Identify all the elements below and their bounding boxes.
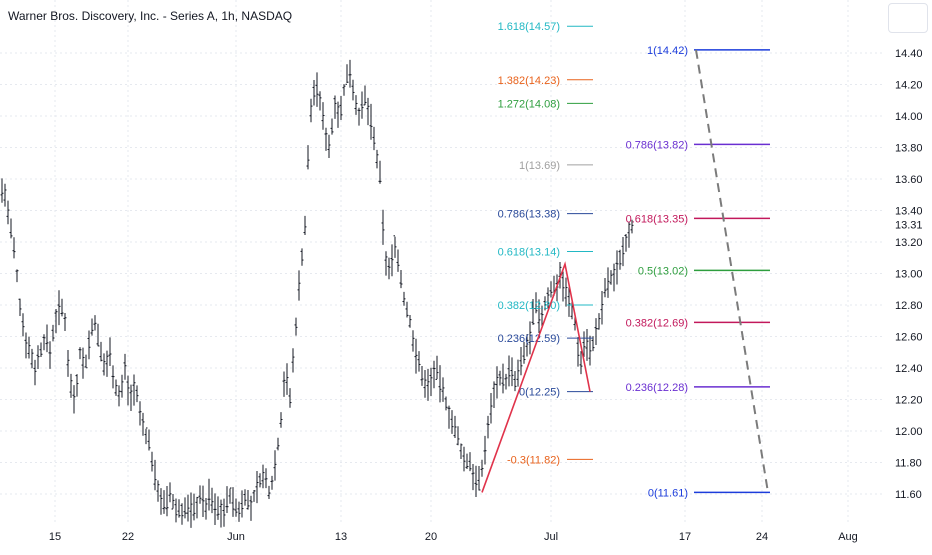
y-tick-label: 13.00 — [895, 269, 923, 281]
fib-ret-level-label: 0.786(13.82) — [626, 139, 688, 151]
y-tick-label: 12.40 — [895, 363, 923, 375]
fib-ret-level-label: 0.618(13.35) — [626, 213, 688, 225]
x-tick-label: 20 — [425, 531, 437, 543]
fib-ext-level-label: -0.3(11.82) — [507, 454, 560, 466]
fib-ret-level-label: 0.236(12.28) — [626, 382, 688, 394]
y-tick-label: 13.80 — [895, 143, 923, 155]
fib-ext-level-label: 0.618(13.14) — [498, 246, 560, 258]
drawings — [481, 49, 769, 493]
zigzag-line — [481, 261, 591, 493]
x-tick-label: 15 — [49, 531, 61, 543]
candles — [0, 59, 634, 528]
x-tick-label: Aug — [838, 531, 858, 543]
y-tick-label: 14.20 — [895, 80, 923, 92]
fib-ext-level-label: 0.786(13.38) — [498, 209, 560, 221]
y-tick-label: 13.20 — [895, 237, 923, 249]
y-tick-label: 14.00 — [895, 111, 923, 123]
last-price-label: 13.31 — [895, 220, 923, 232]
fib-ext-level-label: 0.236(12.59) — [498, 333, 560, 345]
fib-ext-level-label: 1.618(14.57) — [498, 21, 560, 33]
x-tick-label: 24 — [756, 531, 768, 543]
fib-ret-level-label: 0.382(12.69) — [626, 317, 688, 329]
fib-ret-level-label: 0(11.61) — [648, 487, 688, 499]
fib-ret-level-label: 0.5(13.02) — [638, 265, 688, 277]
y-tick-label: 12.20 — [895, 395, 923, 407]
y-tick-label: 13.40 — [895, 206, 923, 218]
y-tick-label: 13.60 — [895, 174, 923, 186]
fib-ext-level-label: 1.382(14.23) — [498, 75, 560, 87]
x-tick-label: Jun — [227, 531, 245, 543]
fibonacci-levels: 1.618(14.57) 1.382(14.23) 1.272(14.08) 1(13… — [498, 21, 770, 499]
y-tick-label: 12.00 — [895, 426, 923, 438]
fib-ret-level-label: 1(14.42) — [647, 45, 688, 57]
x-tick-label: 22 — [122, 531, 134, 543]
y-tick-label: 12.60 — [895, 332, 923, 344]
grid — [0, 0, 884, 522]
chart-title: Warner Bros. Discovery, Inc. - Series A,… — [8, 9, 293, 23]
y-tick-label: 14.40 — [895, 48, 923, 60]
fib-ext-level-label: 0(12.25) — [519, 387, 560, 399]
x-tick-label: 13 — [335, 531, 347, 543]
x-tick-label: Jul — [544, 531, 558, 543]
axes: 11.60 11.80 12.00 12.20 12.40 12.60 12.80 13.00… — [49, 48, 923, 543]
fib-ext-level-label: 1(13.69) — [519, 160, 560, 172]
x-tick-label: 17 — [679, 531, 691, 543]
y-tick-label: 11.80 — [895, 458, 922, 470]
y-tick-label: 12.80 — [895, 300, 923, 312]
chart-settings-button[interactable] — [888, 3, 928, 33]
y-tick-label: 11.60 — [895, 489, 922, 501]
fib-ext-level-label: 0.382(12.80) — [498, 300, 560, 312]
fib-ext-level-label: 1.272(14.08) — [498, 98, 560, 110]
